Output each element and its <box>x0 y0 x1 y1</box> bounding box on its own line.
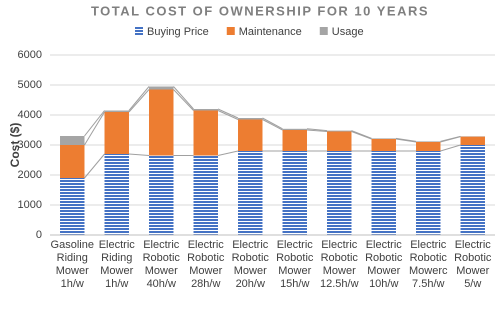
series-line <box>173 89 194 111</box>
x-tick-label: Gasoline Riding Mower 1h/w <box>51 239 94 290</box>
bar-segment <box>327 131 352 151</box>
legend-label: Usage <box>332 26 364 38</box>
x-tick-label: Electric Robotic Mowerc 7.5h/w <box>409 239 448 290</box>
series-line <box>395 138 417 143</box>
series-line <box>84 111 105 146</box>
bar-segment <box>238 118 263 120</box>
x-tick-label: Electric Robotic Mower 10h/w <box>365 239 403 290</box>
series-line <box>128 86 150 111</box>
legend-swatch <box>226 27 235 35</box>
bar-segment <box>60 145 85 178</box>
series-line <box>217 110 239 120</box>
series-line <box>351 131 372 140</box>
bar-segment <box>238 119 263 151</box>
bar-segment <box>282 130 307 151</box>
y-tick-label: 3000 <box>18 139 42 151</box>
bar-segment <box>149 89 174 156</box>
bar-segment <box>416 151 441 235</box>
x-tick-label: Electric Robotic Mower 12.5h/w <box>320 239 359 290</box>
legend-swatch <box>319 27 328 35</box>
series-line <box>217 150 239 156</box>
x-tick-label: Electric Robotic Mower 40h/w <box>143 239 181 290</box>
series-line <box>84 110 105 137</box>
series-line <box>128 89 150 113</box>
y-tick-label: 6000 <box>18 49 42 61</box>
legend-label: Buying Price <box>147 26 209 38</box>
x-tick-label: Electric Robotic Mower 5/w <box>454 239 492 290</box>
series-line <box>262 119 283 131</box>
series-line <box>306 129 328 132</box>
chart-title: TOTAL COST OF OWNERSHIP FOR 10 YEARS <box>91 3 429 18</box>
y-tick-label: 5000 <box>18 79 42 91</box>
bar-segment <box>60 178 85 235</box>
bar-segment <box>327 130 352 132</box>
bar-segment <box>149 155 174 235</box>
bar-segment <box>282 128 307 130</box>
x-tick-label: Electric Robotic Mower 15h/w <box>276 239 314 290</box>
legend-label: Maintenance <box>239 26 302 38</box>
bar-segment <box>149 86 174 90</box>
bar-segment <box>282 151 307 235</box>
y-tick-label: 1000 <box>18 199 42 211</box>
bar-segment <box>104 154 129 235</box>
y-tick-label: 0 <box>36 229 42 241</box>
bar-segment <box>416 141 441 142</box>
series-line <box>84 153 105 179</box>
series-line <box>262 117 283 130</box>
bar-segment <box>460 136 485 145</box>
series-line <box>217 108 239 119</box>
y-tick-label: 4000 <box>18 109 42 121</box>
bar-segment <box>416 142 441 151</box>
series-line <box>173 86 194 110</box>
series-line <box>440 135 461 142</box>
bar-segment <box>460 145 485 235</box>
bar-segment <box>371 138 396 139</box>
bar-segment <box>371 151 396 235</box>
bar-segment <box>60 136 85 145</box>
series-line <box>128 153 150 156</box>
bar-segment <box>193 155 218 235</box>
series-line <box>440 144 461 152</box>
bar-segment <box>193 110 218 156</box>
bar-segment <box>238 151 263 235</box>
bar-segment <box>193 109 218 111</box>
bar-segment <box>327 151 352 235</box>
bar-segment <box>104 110 129 112</box>
x-tick-label: Electric Robotic Mower 20h/w <box>232 239 270 290</box>
bar-segment <box>371 139 396 151</box>
legend-swatch <box>135 27 143 35</box>
series-line <box>306 128 328 132</box>
y-axis-label: Cost ($) <box>8 123 22 168</box>
x-tick-label: Electric Robotic Mower 28h/w <box>187 239 225 290</box>
series-line <box>351 130 372 139</box>
bar-segment <box>104 112 129 154</box>
y-tick-label: 2000 <box>18 169 42 181</box>
series-line <box>395 137 417 142</box>
x-tick-label: Electric Riding Mower 1h/w <box>99 239 136 290</box>
